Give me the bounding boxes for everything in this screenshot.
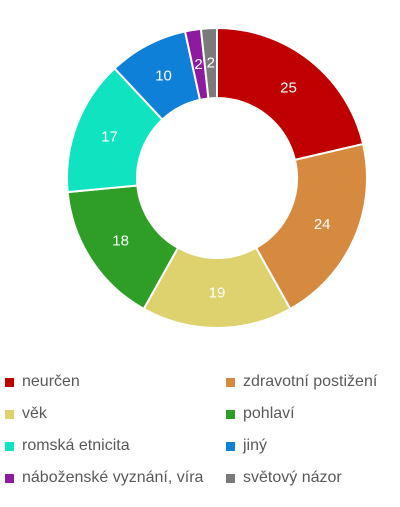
legend-label: náboženské vyznání, víra [22, 469, 204, 486]
data-label-2: 19 [209, 285, 226, 302]
data-label-5: 10 [155, 68, 172, 85]
legend-label: zdravotní postižení [243, 373, 378, 390]
legend-label: věk [22, 405, 47, 422]
data-label-4: 17 [101, 129, 118, 146]
legend-swatch [226, 409, 235, 419]
legend-swatch [226, 377, 235, 387]
slice-0 [216, 26, 365, 162]
legend-label: neurčen [22, 373, 80, 390]
slice-7 [199, 26, 218, 100]
data-label-3: 18 [112, 232, 129, 249]
legend-item-6: náboženské vyznání, víra [0, 466, 218, 490]
legend-item-4: romská etnicita [0, 434, 218, 458]
legend-label: pohlaví [243, 405, 295, 422]
data-label-1: 24 [314, 216, 331, 233]
legend-item-1: zdravotní postižení [218, 370, 400, 394]
data-label-6: 2 [194, 56, 202, 73]
legend-swatch [226, 473, 235, 483]
slices-group [66, 26, 368, 329]
legend-item-5: jiný [218, 434, 400, 458]
legend-swatch [5, 377, 14, 387]
legend-label: jiný [243, 437, 268, 454]
data-labels-group: 25 24 19 18 17 10 2 2 [101, 55, 330, 302]
data-label-7: 2 [207, 55, 215, 72]
slice-1 [254, 142, 368, 311]
legend-label: romská etnicita [22, 437, 130, 454]
legend-item-2: věk [0, 402, 218, 426]
legend-item-3: pohlaví [218, 402, 400, 426]
legend: neurčen zdravotní postižení věk pohlaví roms… [0, 370, 400, 490]
data-label-0: 25 [280, 79, 297, 96]
legend-label: světový názor [243, 469, 342, 486]
legend-swatch [5, 441, 14, 451]
legend-swatch [5, 409, 14, 419]
legend-swatch [5, 473, 14, 483]
legend-swatch [226, 441, 235, 451]
legend-item-7: světový názor [218, 466, 400, 490]
legend-item-0: neurčen [0, 370, 218, 394]
